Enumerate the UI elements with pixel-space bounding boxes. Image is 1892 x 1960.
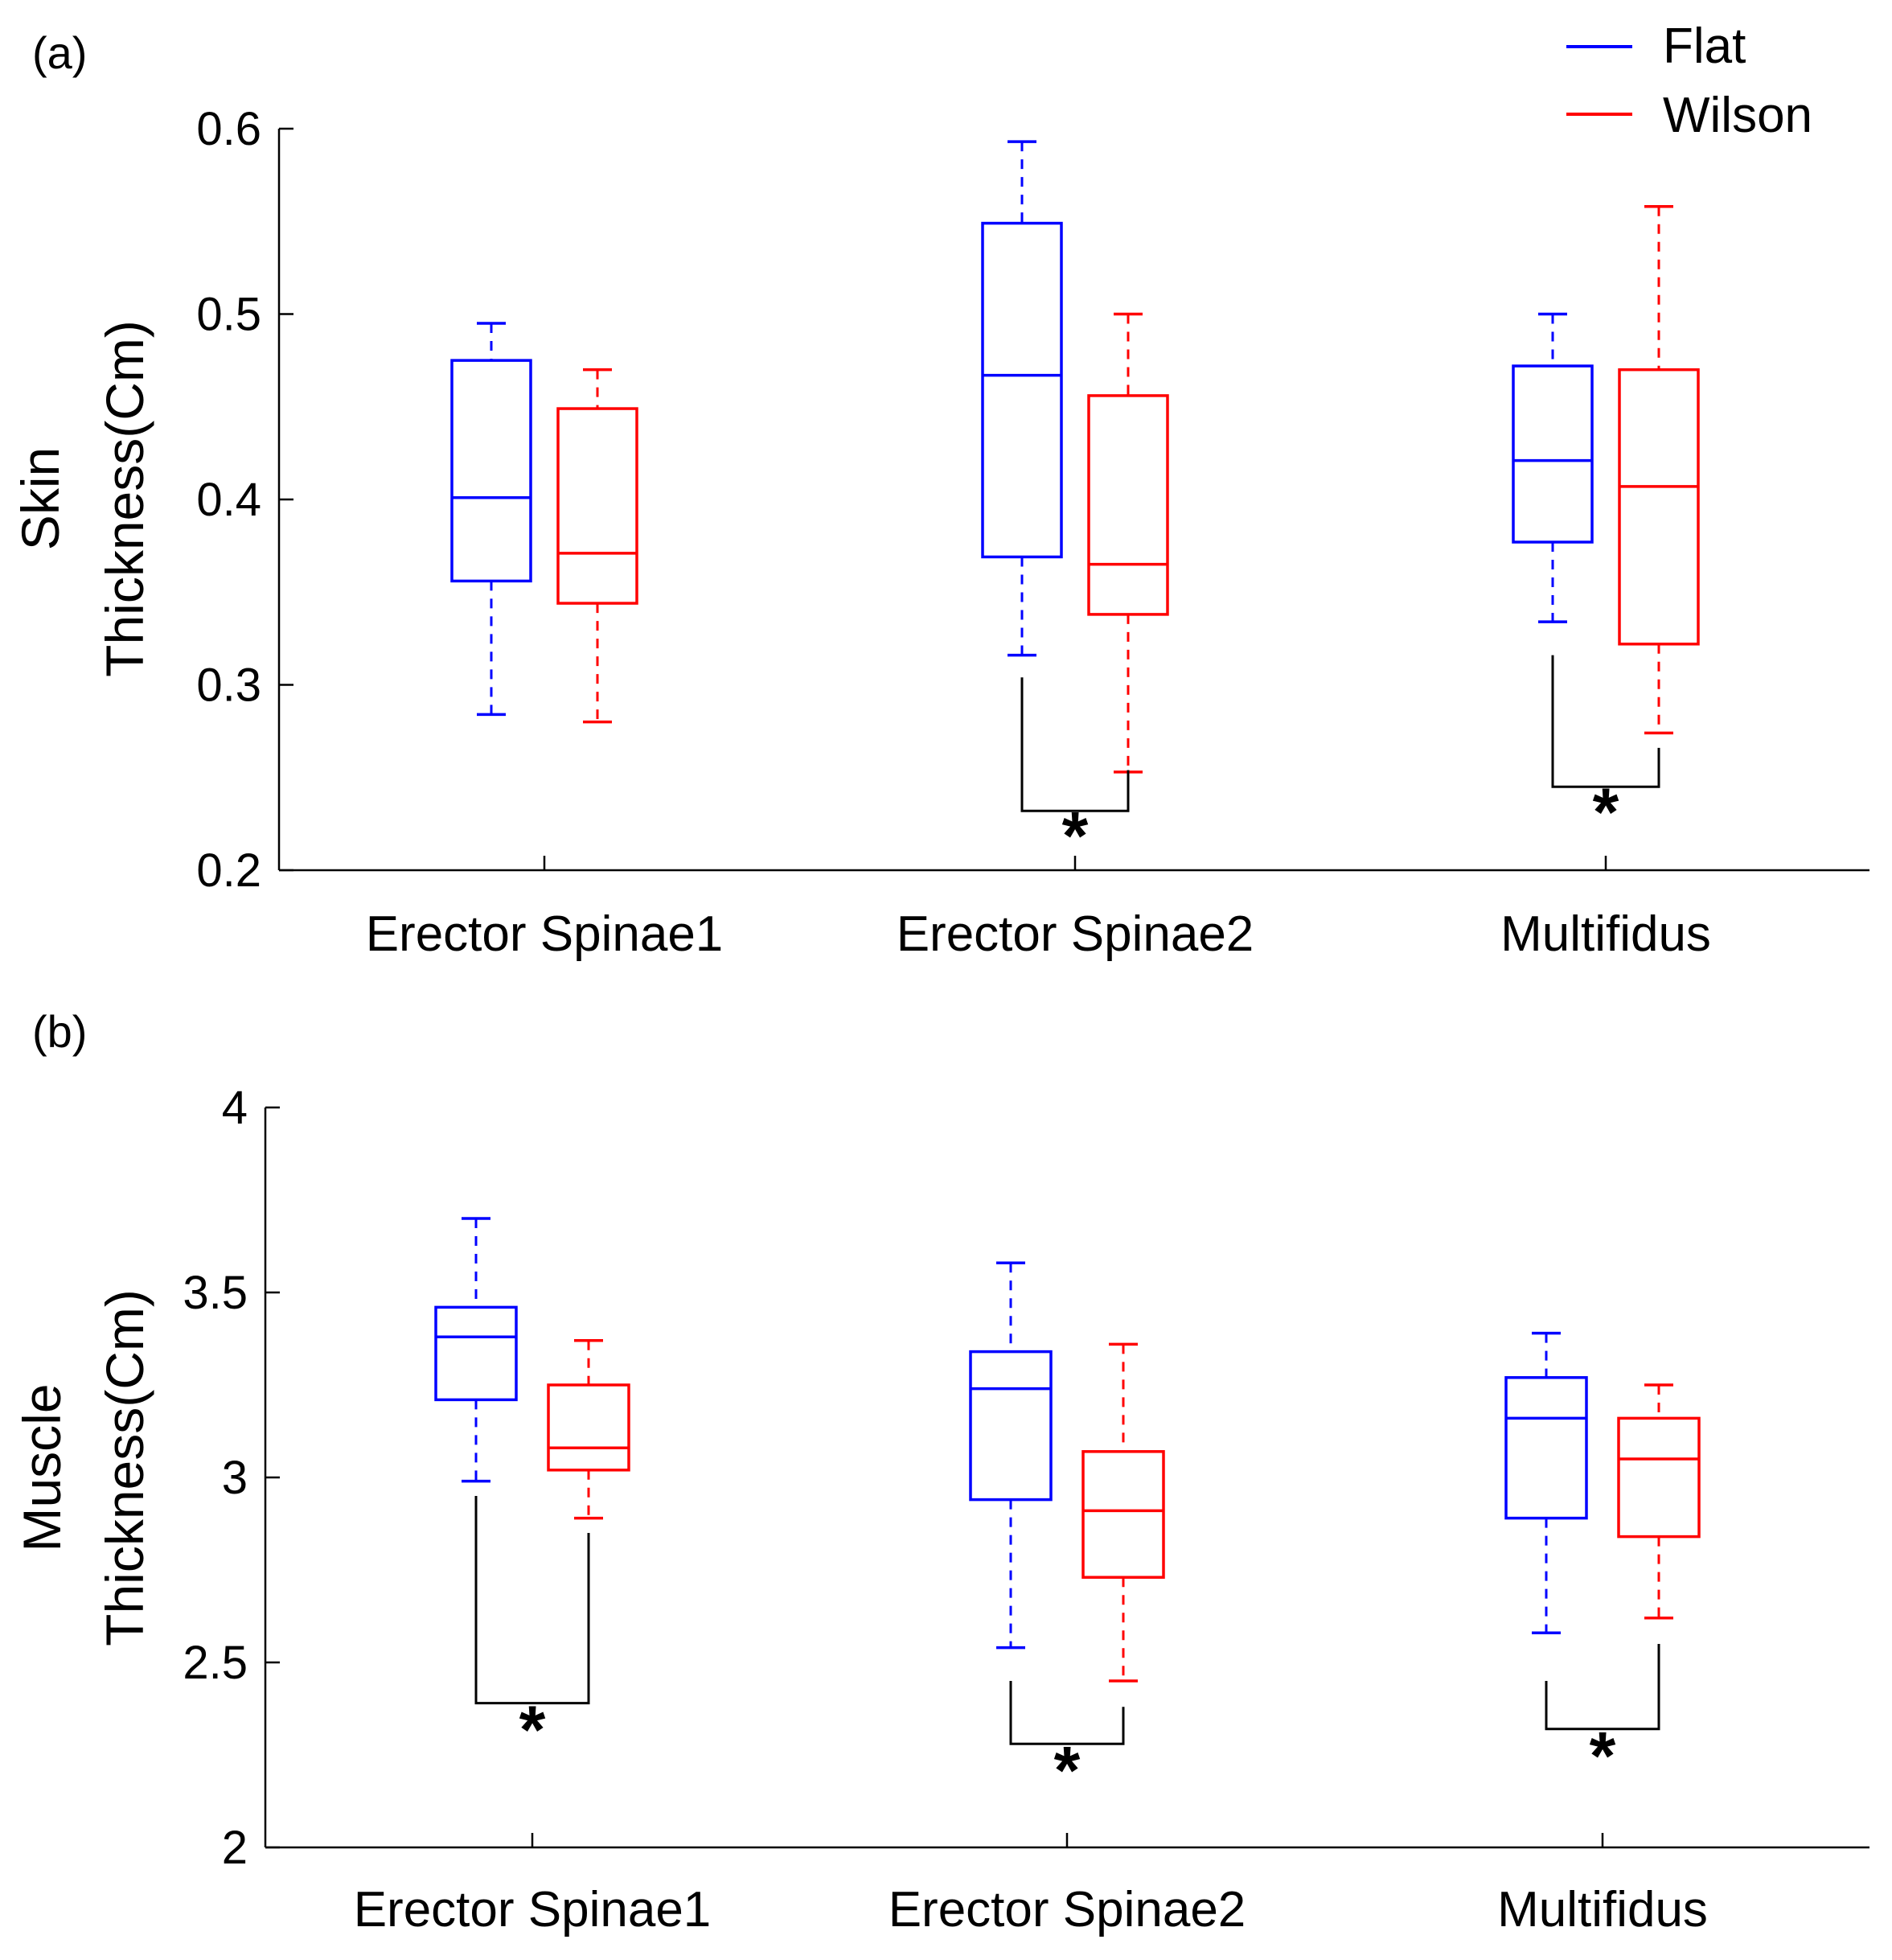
iqr-box (1081, 1450, 1165, 1579)
iqr-box (1617, 1416, 1701, 1539)
y-tick-label: 4 (222, 1082, 248, 1134)
x-category-label: Erector Spinae1 (354, 1882, 712, 1937)
panel-label: (b) (32, 1006, 87, 1057)
iqr-box (434, 1305, 518, 1402)
y-tick-label: 0.3 (196, 659, 261, 712)
y-axis-label-line1: Muscle (12, 1383, 72, 1551)
flat-box-1 (450, 322, 532, 717)
y-axis-label-line1: Skin (10, 447, 70, 550)
iqr-box (547, 1383, 630, 1472)
wilson-box-2 (1081, 1342, 1165, 1683)
iqr-box (1087, 394, 1169, 616)
significance-star: * (1593, 774, 1619, 849)
significance-bracket (1551, 655, 1660, 788)
x-category-label: Erector Spinae1 (366, 906, 724, 962)
significance-star: * (1054, 1732, 1081, 1808)
flat-box-2 (969, 1261, 1053, 1650)
legend-label-flat: Flat (1663, 18, 1746, 74)
iqr-box (969, 1350, 1053, 1502)
iqr-box (450, 359, 532, 583)
x-category-label: Multifidus (1497, 1882, 1708, 1937)
flat-box-3 (1512, 312, 1594, 623)
y-axis-label-line2: Thickness(Cm) (95, 1289, 154, 1646)
flat-box-2 (981, 140, 1063, 657)
iqr-box (981, 221, 1063, 559)
wilson-box-3 (1617, 1383, 1701, 1620)
y-tick-label: 0.4 (196, 474, 261, 526)
x-category-label: Erector Spinae2 (897, 906, 1254, 962)
wilson-box-1 (556, 368, 638, 724)
significance-bracket (1020, 677, 1130, 812)
y-tick-label: 2.5 (183, 1637, 248, 1689)
x-category-label: Multifidus (1500, 906, 1711, 962)
significance-star: * (1590, 1718, 1616, 1794)
legend-label-wilson: Wilson (1663, 88, 1812, 143)
y-axis-label-line2: Thickness(Cm) (95, 320, 154, 677)
y-tick-label: 0.2 (196, 844, 261, 897)
significance-bracket (474, 1496, 590, 1705)
y-tick-label: 0.5 (196, 289, 261, 341)
iqr-box (1618, 368, 1700, 646)
significance-bracket (1009, 1681, 1125, 1745)
iqr-box (1504, 1376, 1588, 1520)
iqr-box (556, 407, 638, 605)
y-tick-label: 3 (222, 1452, 248, 1504)
x-category-label: Erector Spinae2 (889, 1882, 1246, 1937)
significance-star: * (1062, 798, 1089, 873)
y-tick-label: 2 (222, 1822, 248, 1874)
wilson-box-2 (1087, 312, 1169, 774)
y-tick-label: 3.5 (183, 1267, 248, 1319)
wilson-box-1 (547, 1339, 630, 1520)
iqr-box (1512, 364, 1594, 544)
flat-box-1 (434, 1217, 518, 1483)
significance-bracket (1545, 1644, 1660, 1731)
significance-star: * (519, 1692, 546, 1768)
panel-b-muscle-thickness: (b) Muscle Thickness(Cm) 2 2.5 3 3.5 4 Erector S… (12, 1006, 1869, 1937)
wilson-box-3 (1618, 205, 1700, 735)
panel-a-skin-thickness: (a) Skin Thickness(Cm) 0.2 0.3 0.4 0.5 0.6 Erect… (10, 27, 1869, 962)
panel-label: (a) (32, 27, 87, 78)
y-tick-label: 0.6 (196, 103, 261, 155)
legend: Flat Wilson (1566, 18, 1812, 143)
flat-box-3 (1504, 1331, 1588, 1634)
